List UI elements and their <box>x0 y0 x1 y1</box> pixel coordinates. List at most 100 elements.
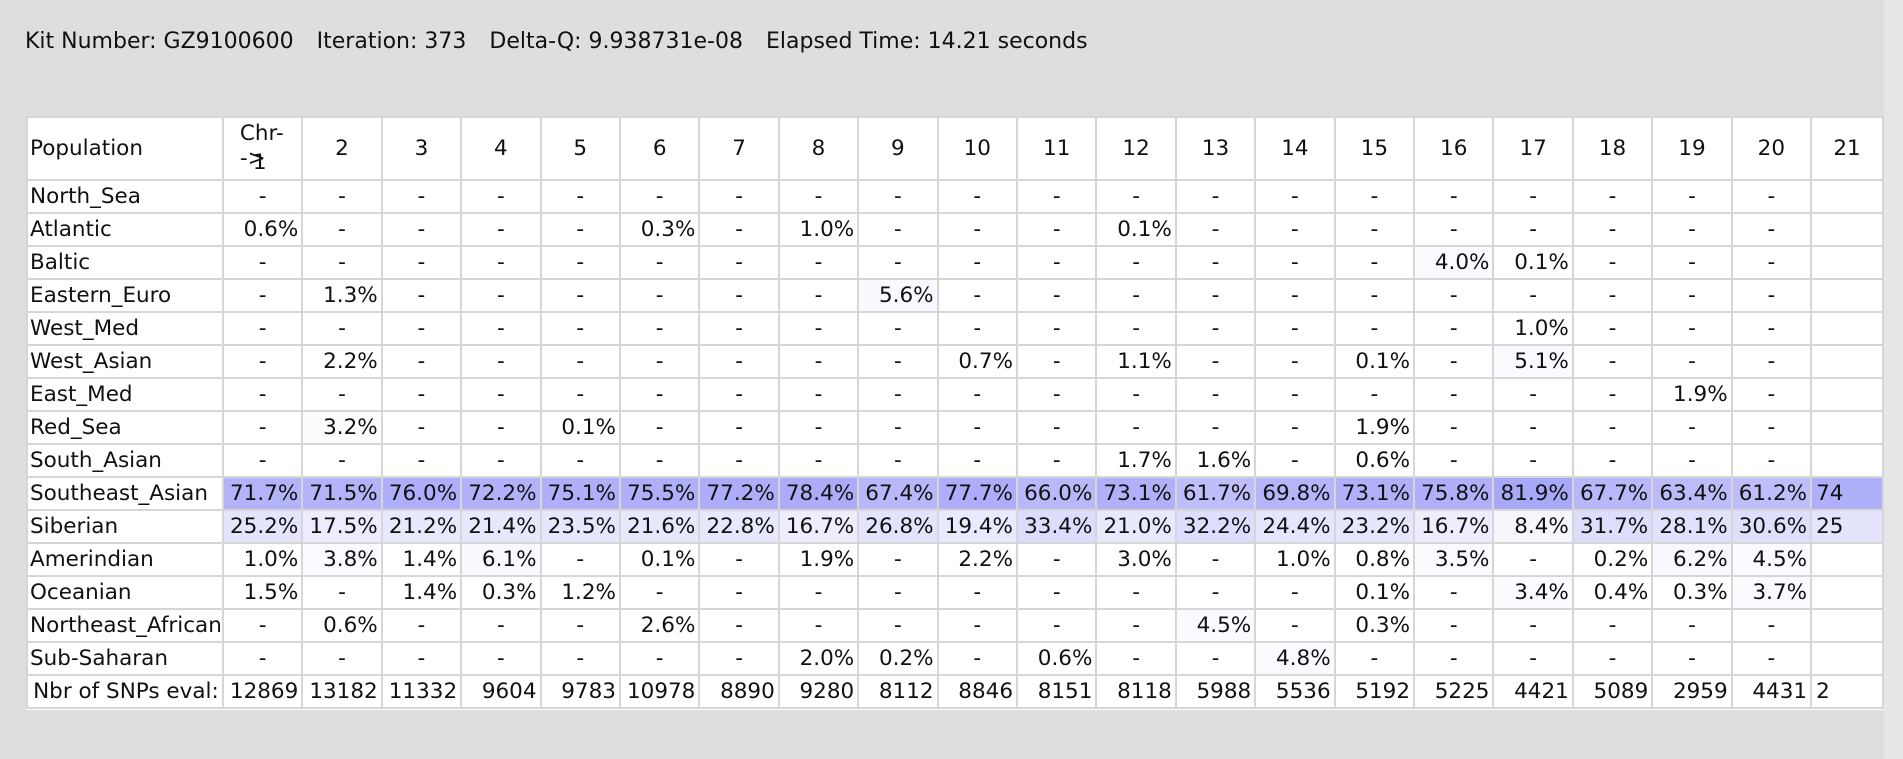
population-name: Siberian <box>26 509 224 544</box>
admixture-cell: 0.2% <box>1571 542 1654 577</box>
admixture-cell: - <box>301 179 383 214</box>
admixture-cell: - <box>1174 344 1257 379</box>
admixture-cell: - <box>857 212 939 247</box>
admixture-cell: - <box>1254 608 1336 643</box>
admixture-cell: - <box>618 410 701 445</box>
population-row[interactable]: Sub-Saharan - - - - - - -2.0% 0.2% -0.6% - -4.8% - - -… <box>26 641 1884 676</box>
admixture-cell: - <box>380 311 463 346</box>
chromosome-header-19: 19 <box>1651 116 1733 181</box>
population-row[interactable]: Eastern_Euro -1.3% - - - - - -5.6% - - - - - - - - - - - <box>26 278 1884 313</box>
admixture-cell: 1.9% <box>777 542 860 577</box>
admixture-cell: - <box>777 278 860 313</box>
snp-count-cell: 5536 <box>1254 674 1336 709</box>
admixture-cell: - <box>1174 641 1257 676</box>
population-name: Northeast_African <box>26 608 224 643</box>
elapsed-time-label: Elapsed Time: 14.21 seconds <box>765 29 1088 54</box>
admixture-cell: - <box>857 179 939 214</box>
admixture-cell: - <box>380 278 463 313</box>
admixture-cell: - <box>539 179 621 214</box>
admixture-cell: - <box>380 641 463 676</box>
admixture-cell: 16.7% <box>777 509 860 544</box>
admixture-cell: - <box>618 443 701 478</box>
snp-count-cell: 5089 <box>1571 674 1654 709</box>
admixture-cell: - <box>1730 212 1813 247</box>
admixture-cell: 75.1% <box>539 476 621 511</box>
population-row[interactable]: Amerindian 1.0% 3.8% 1.4% 6.1% -0.1% -1.9% -2.2… <box>26 542 1884 577</box>
population-row[interactable]: Southeast_Asian 71.7% 71.5% 76.0% 72.2% 75.1%… <box>26 476 1884 511</box>
admixture-cell: - <box>1651 311 1733 346</box>
admixture-cell: - <box>698 641 780 676</box>
population-row[interactable]: West_Asian -2.2% - - - - - - -0.7% -1.1% - -0.1% -5.… <box>26 344 1884 379</box>
admixture-cell: 66.0% <box>1015 476 1098 511</box>
admixture-cell: - <box>1651 443 1733 478</box>
population-row[interactable]: West_Med - - - - - - - - - - - - - - - -1.0% - - - <box>26 311 1884 346</box>
admixture-cell: - <box>380 377 463 412</box>
population-row[interactable]: Siberian 25.2% 17.5% 21.2% 21.4% 23.5% 21.6% 22… <box>26 509 1884 544</box>
admixture-cell: - <box>1413 575 1495 610</box>
population-row[interactable]: Red_Sea -3.2% - -0.1% - - - - - - - - -1.9% - - - - - <box>26 410 1884 445</box>
admixture-cell: - <box>1095 278 1177 313</box>
admixture-cell: - <box>698 575 780 610</box>
chromosome-header-4: 4 <box>460 116 542 181</box>
population-row[interactable]: Oceanian 1.5% -1.4% 0.3% 1.2% - - - - - - - - -0.1% -3… <box>26 575 1884 610</box>
admixture-cell: - <box>1015 377 1098 412</box>
admixture-cell: 75.8% <box>1413 476 1495 511</box>
admixture-cell: - <box>1571 344 1654 379</box>
admixture-cell: - <box>301 377 383 412</box>
admixture-cell: - <box>936 245 1019 280</box>
admixture-cell: 1.4% <box>380 575 463 610</box>
admixture-cell: 2.2% <box>301 344 383 379</box>
admixture-cell: - <box>1571 311 1654 346</box>
admixture-cell: - <box>1254 575 1336 610</box>
admixture-cell: - <box>1730 245 1813 280</box>
admixture-cell: - <box>1254 443 1336 478</box>
admixture-cell: - <box>1015 278 1098 313</box>
population-row[interactable]: South_Asian - - - - - - - - - - -1.7% 1.6% -0.6% - - - - - <box>26 443 1884 478</box>
admixture-cell: 72.2% <box>460 476 542 511</box>
admixture-cell: - <box>1413 278 1495 313</box>
admixture-cell: - <box>301 575 383 610</box>
admixture-cell: - <box>1651 179 1733 214</box>
admixture-cell: - <box>698 278 780 313</box>
snp-count-cell: 5192 <box>1333 674 1416 709</box>
admixture-cell: 71.7% <box>221 476 304 511</box>
snp-count-cell: 13182 <box>301 674 383 709</box>
admixture-cell: - <box>460 179 542 214</box>
admixture-cell: - <box>1730 410 1813 445</box>
snp-count-cell: 9604 <box>460 674 542 709</box>
admixture-table: Population Chr--> 1 2 3 4 5 6 7 8 9 10 11 12 13 14 15 16 1… <box>26 116 1884 709</box>
admixture-cell: - <box>698 212 780 247</box>
admixture-cell: 5.1% <box>1492 344 1574 379</box>
admixture-cell: - <box>936 443 1019 478</box>
admixture-cell: - <box>1492 179 1574 214</box>
admixture-cell: 75.5% <box>618 476 701 511</box>
population-row[interactable]: East_Med - - - - - - - - - - - - - - - - - -1.9% - <box>26 377 1884 412</box>
vertical-scrollbar[interactable] <box>1884 0 1903 759</box>
admixture-cell: 16.7% <box>1413 509 1495 544</box>
snp-count-cell: 12869 <box>221 674 304 709</box>
population-row[interactable]: Atlantic 0.6% - - - -0.3% -1.0% - - -0.1% - - - - - - - - <box>26 212 1884 247</box>
population-row[interactable]: North_Sea - - - - - - - - - - - - - - - - - - - - <box>26 179 1884 214</box>
population-row[interactable]: Northeast_African -0.6% - - -2.6% - - - - - -4.5% -… <box>26 608 1884 643</box>
admixture-cell <box>1810 212 1884 247</box>
admixture-cell: - <box>1651 608 1733 643</box>
admixture-cell: - <box>1571 179 1654 214</box>
admixture-cell: - <box>221 245 304 280</box>
admixture-grid[interactable]: Population Chr--> 1 2 3 4 5 6 7 8 9 10 11 12 13 14 15 16 1… <box>26 116 1884 710</box>
admixture-cell: - <box>1651 641 1733 676</box>
admixture-cell: 17.5% <box>301 509 383 544</box>
population-row[interactable]: Baltic - - - - - - - - - - - - - - -4.0% 0.1% - - - <box>26 245 1884 280</box>
admixture-cell: - <box>1174 377 1257 412</box>
admixture-cell: - <box>857 608 939 643</box>
admixture-cell: - <box>460 311 542 346</box>
admixture-cell: - <box>1254 245 1336 280</box>
admixture-cell: 1.3% <box>301 278 383 313</box>
admixture-cell: - <box>539 377 621 412</box>
admixture-cell: - <box>539 212 621 247</box>
chromosome-header-3: 3 <box>380 116 463 181</box>
admixture-cell: - <box>1571 410 1654 445</box>
admixture-cell: 1.6% <box>1174 443 1257 478</box>
admixture-cell: - <box>1571 245 1654 280</box>
admixture-cell: - <box>221 377 304 412</box>
admixture-cell: 0.6% <box>1015 641 1098 676</box>
